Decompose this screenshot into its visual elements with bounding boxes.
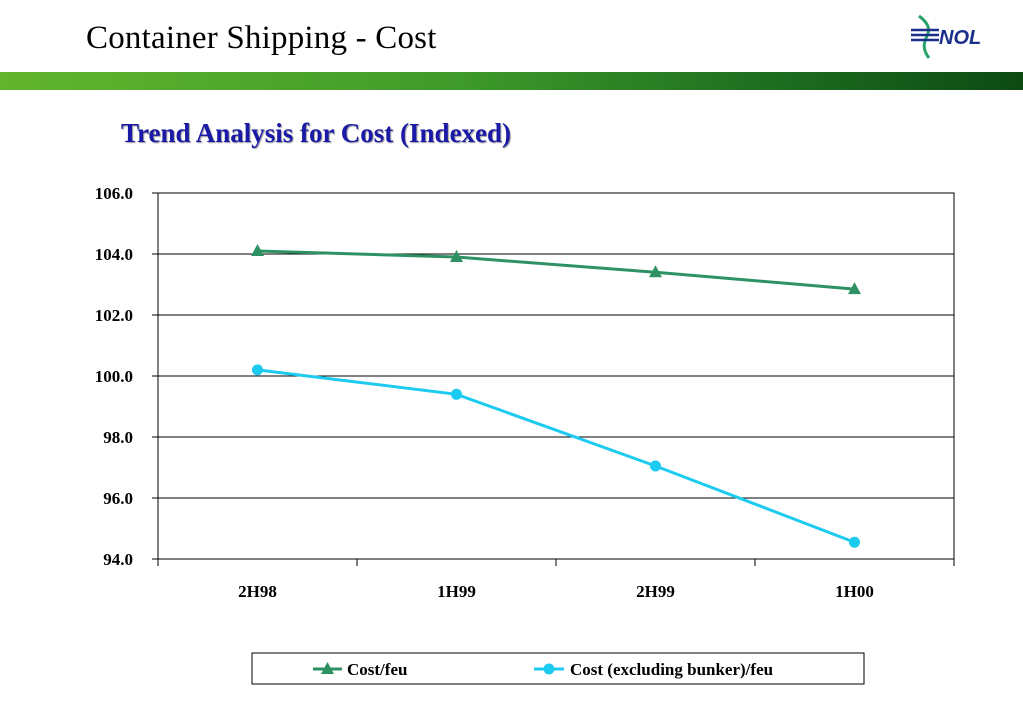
- x-tick-label: 2H98: [238, 582, 277, 601]
- chart-title: Trend Analysis for Cost (Indexed): [121, 118, 512, 148]
- x-tick-label: 1H99: [437, 582, 476, 601]
- grid-layer: [158, 192, 954, 560]
- logo-text: NOL: [939, 27, 981, 49]
- logo-swoosh-icon: [911, 14, 939, 59]
- header-accent-bar: [0, 72, 1023, 90]
- data-point: [649, 265, 662, 278]
- data-point: [849, 536, 860, 548]
- data-point: [450, 250, 463, 263]
- y-axis: 94.0 96.0 98.0 100.0 102.0 104.0 106.0: [95, 184, 158, 569]
- legend-marker: [321, 662, 334, 674]
- data-point: [451, 388, 462, 400]
- x-axis: 2H98 1H99 2H99 1H00: [157, 559, 955, 601]
- x-tick-label: 2H99: [636, 582, 675, 601]
- data-point: [251, 243, 264, 256]
- series-layer: [251, 243, 861, 548]
- slide-title: Container Shipping - Cost: [86, 20, 437, 56]
- y-tick-label: 96.0: [103, 489, 133, 508]
- legend-item: Cost/feu: [313, 660, 407, 679]
- y-tick-label: 102.0: [95, 306, 133, 325]
- legend-label: Cost/feu: [347, 660, 407, 679]
- legend: Cost/feu Cost (excluding bunker)/feu: [251, 652, 865, 685]
- data-point: [650, 460, 661, 472]
- y-tick-label: 100.0: [95, 367, 133, 386]
- y-tick-label: 106.0: [95, 184, 133, 203]
- legend-marker: [543, 663, 555, 675]
- series-line: [257, 249, 855, 291]
- legend-item: Cost (excluding bunker)/feu: [534, 660, 773, 679]
- nol-logo: NOL: [911, 14, 981, 59]
- data-point: [252, 364, 263, 376]
- legend-label: Cost (excluding bunker)/feu: [570, 660, 773, 679]
- y-tick-label: 94.0: [103, 550, 133, 569]
- series-2: [252, 364, 860, 548]
- y-tick-label: 98.0: [103, 428, 133, 447]
- y-tick-label: 104.0: [95, 245, 133, 264]
- data-point: [848, 282, 861, 295]
- x-tick-label: 1H00: [835, 582, 874, 601]
- series-line: [257, 368, 856, 544]
- series-1: [251, 243, 861, 295]
